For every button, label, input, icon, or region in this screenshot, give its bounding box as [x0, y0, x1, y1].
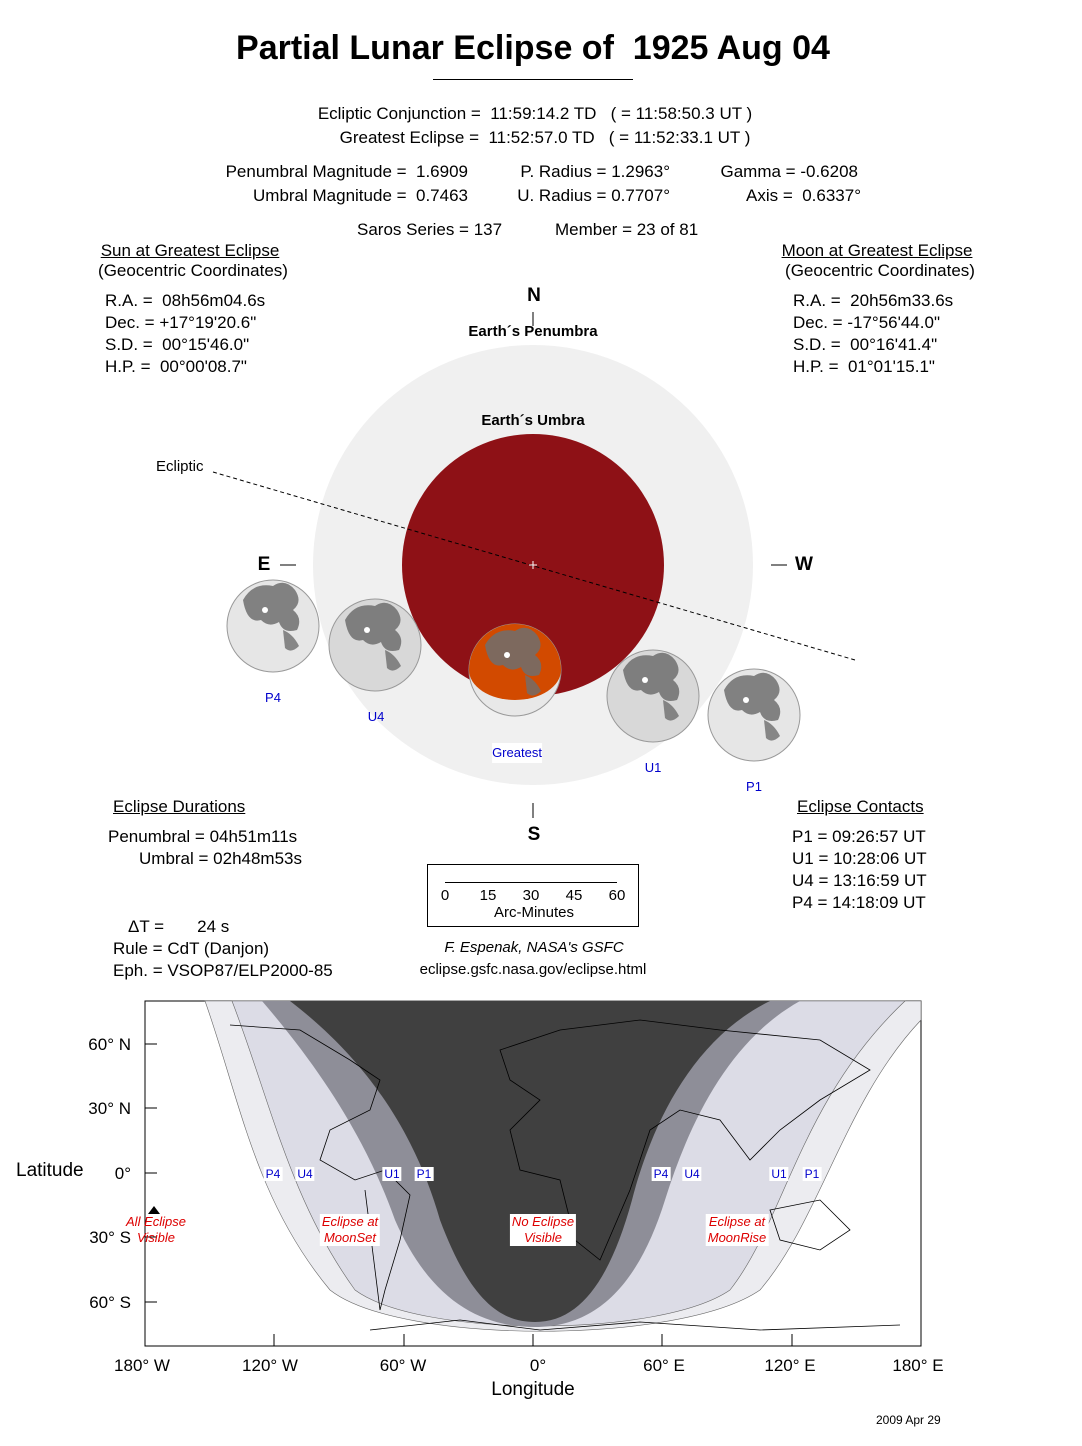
map-u4-west: U4	[295, 1167, 315, 1181]
credit: F. Espenak, NASA's GSFC	[444, 939, 624, 956]
region-no-eclipse	[290, 1001, 770, 1322]
map-u1-east: U1	[769, 1167, 789, 1181]
xtick: 180° W	[114, 1356, 170, 1375]
sun-hp: H.P. = 00°00'08.7"	[105, 357, 247, 376]
title-underline	[433, 79, 633, 80]
ytick: 30° S	[89, 1228, 131, 1247]
source-url[interactable]: eclipse.gsfc.nasa.gov/eclipse.html	[419, 961, 647, 978]
moon-p1	[707, 668, 801, 762]
sun-subheading: (Geocentric Coordinates)	[98, 261, 288, 280]
moon-ra: R.A. = 20h56m33.6s	[793, 291, 954, 310]
moon-hp: H.P. = 01°01'15.1"	[793, 357, 935, 376]
greatest-eclipse-marker	[148, 1206, 160, 1214]
ecliptic-label: Ecliptic	[156, 458, 204, 475]
umbral-duration: Umbral = 02h48m53s	[139, 849, 303, 868]
xtick: 120° W	[242, 1356, 298, 1375]
xtick: 60° W	[379, 1356, 427, 1375]
map-p4-west: P4	[263, 1167, 283, 1181]
eclipse-diagram	[212, 312, 856, 818]
north-label: N	[527, 285, 541, 306]
umbral-magnitude: Umbral Magnitude = 0.7463	[253, 186, 468, 205]
contact-p4: P4 = 14:18:09 UT	[792, 893, 926, 912]
rule: Rule = CdT (Danjon)	[113, 939, 270, 958]
ytick: 60° S	[89, 1293, 131, 1312]
moon-u4	[328, 598, 422, 692]
south-label: S	[527, 824, 541, 845]
penumbral-radius: P. Radius = 1.2963°	[520, 162, 670, 181]
sun-sd: S.D. = 00°15'46.0"	[105, 335, 250, 354]
saros-member: Member = 23 of 81	[555, 220, 699, 239]
region-label-no-eclipse: No Eclipse Visible	[509, 1214, 577, 1246]
umbra-label: Earth´s Umbra	[481, 412, 585, 429]
moon-subheading: (Geocentric Coordinates)	[785, 261, 975, 280]
greatest-position-label: Greatest	[492, 743, 542, 763]
sun-dec: Dec. = +17°19'20.6"	[105, 313, 257, 332]
moon-dec: Dec. = -17°56'44.0"	[793, 313, 940, 332]
generation-date: 2009 Apr 29	[876, 1413, 941, 1427]
sun-ra: R.A. = 08h56m04.6s	[105, 291, 266, 310]
scale-tick: 15	[479, 887, 497, 904]
axis-ticks	[145, 1043, 793, 1346]
ytick: 60° N	[88, 1035, 131, 1054]
delta-t: ΔT = 24 s	[128, 917, 230, 936]
map-p1-east: P1	[802, 1167, 822, 1181]
west-label: W	[795, 554, 813, 575]
p1-position-label: P1	[746, 779, 762, 794]
sun-heading: Sun at Greatest Eclipse	[100, 241, 280, 260]
ytick: 0°	[114, 1164, 131, 1183]
penumbra-label: Earth´s Penumbra	[468, 323, 598, 340]
contacts-heading: Eclipse Contacts	[797, 797, 924, 816]
map-p4-east: P4	[651, 1167, 671, 1181]
map-p1-west: P1	[414, 1167, 434, 1181]
contact-u4: U4 = 13:16:59 UT	[792, 871, 927, 890]
y-axis-label: Latitude	[16, 1160, 84, 1181]
east-label: E	[257, 554, 271, 575]
greatest-eclipse-time: Greatest Eclipse = 11:52:57.0 TD ( = 11:…	[339, 128, 751, 147]
moon-p4	[226, 579, 320, 673]
moon-heading: Moon at Greatest Eclipse	[781, 241, 973, 260]
x-axis-label: Longitude	[491, 1379, 575, 1400]
contact-p1: P1 = 09:26:57 UT	[792, 827, 926, 846]
ytick: 30° N	[88, 1099, 131, 1118]
penumbral-magnitude: Penumbral Magnitude = 1.6909	[225, 162, 468, 181]
moon-sd: S.D. = 00°16'41.4"	[793, 335, 938, 354]
ecliptic-conjunction: Ecliptic Conjunction = 11:59:14.2 TD ( =…	[317, 104, 753, 123]
region-label-moonrise: Eclipse at MoonRise	[705, 1214, 769, 1246]
xtick: 180° E	[892, 1356, 944, 1375]
penumbral-duration: Penumbral = 04h51m11s	[108, 827, 298, 846]
xtick: 0°	[529, 1356, 547, 1375]
p4-position-label: P4	[265, 690, 281, 705]
umbral-radius: U. Radius = 0.7707°	[517, 186, 670, 205]
contact-u1: U1 = 10:28:06 UT	[792, 849, 927, 868]
scale-tick: 45	[565, 887, 583, 904]
scale-tick: 0	[440, 887, 450, 904]
saros-series: Saros Series = 137	[357, 220, 503, 239]
map-u4-east: U4	[682, 1167, 702, 1181]
region-label-all-visible: All Eclipse Visible	[126, 1214, 186, 1245]
scale-tick: 30	[522, 887, 540, 904]
xtick: 60° E	[643, 1356, 685, 1375]
scale-box: 0 15 30 45 60 Arc-Minutes	[427, 864, 639, 927]
map-u1-west: U1	[382, 1167, 402, 1181]
durations-heading: Eclipse Durations	[113, 797, 246, 816]
scale-tick: 60	[608, 887, 626, 904]
coastlines	[229, 1019, 901, 1331]
page-title: Partial Lunar Eclipse of 1925 Aug 04	[236, 29, 830, 67]
u1-position-label: U1	[644, 760, 662, 775]
scale-label: Arc-Minutes	[493, 904, 575, 921]
axis: Axis = 0.6337°	[745, 186, 861, 205]
u4-position-label: U4	[367, 709, 385, 724]
moon-u1	[606, 649, 700, 743]
moon-greatest	[468, 623, 562, 717]
region-label-moonset: Eclipse at MoonSet	[319, 1214, 381, 1246]
ephemeris: Eph. = VSOP87/ELP2000-85	[113, 961, 333, 980]
xtick: 120° E	[764, 1356, 816, 1375]
gamma: Gamma = -0.6208	[720, 162, 859, 181]
